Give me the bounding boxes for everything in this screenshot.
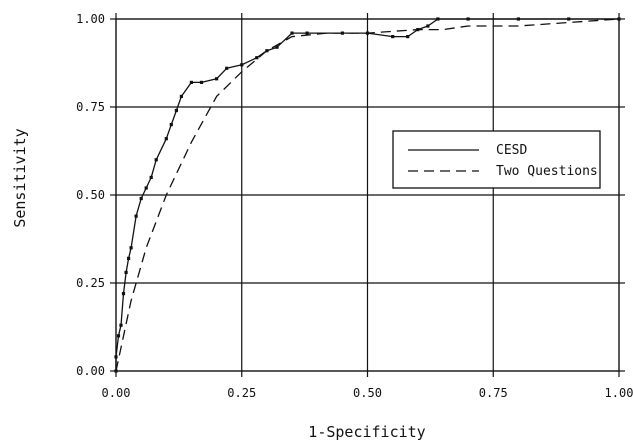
y-tick-label: 0.00: [76, 364, 105, 378]
series-cesd-point: [179, 94, 183, 98]
x-tick-label: 0.00: [102, 386, 131, 400]
series-cesd-point: [134, 214, 138, 218]
series-cesd-point: [240, 63, 244, 67]
series-cesd-point: [144, 186, 148, 190]
y-tick-label: 0.25: [76, 276, 105, 290]
series-cesd-point: [129, 246, 133, 250]
series-cesd-line: [115, 18, 619, 371]
series-cesd-point: [199, 80, 204, 84]
x-axis-label: 1-Specificity: [308, 423, 425, 441]
series-cesd-point: [265, 49, 269, 53]
series-cesd-point: [124, 270, 128, 274]
series-cesd-point: [174, 108, 178, 113]
series-cesd-point: [305, 31, 309, 35]
series-cesd-point: [406, 35, 410, 39]
legend-cesd-label: CESD: [496, 143, 527, 158]
series-cesd-point: [116, 334, 121, 338]
series-cesd-point: [149, 175, 153, 179]
series-lines: [114, 17, 621, 373]
series-cesd-point: [290, 31, 294, 35]
series-cesd-point: [189, 80, 193, 84]
legend-box: [392, 130, 601, 189]
x-tick-label: 1.00: [605, 386, 633, 400]
series-cesd-point: [164, 137, 168, 141]
series-cesd-point: [426, 24, 430, 28]
axis-ticks: 0.00 0.25 0.50 0.75 1.00 0.00 0.25 0.50 0.75 1.00: [76, 12, 633, 400]
series-cesd-point: [139, 196, 143, 201]
y-tick-label: 0.75: [76, 100, 105, 114]
series-cesd-point: [275, 45, 279, 49]
series-cesd-point: [169, 123, 173, 127]
series-cesd-point: [154, 158, 158, 162]
y-axis-label: Sensitivity: [11, 128, 29, 227]
y-tick-label: 0.50: [76, 188, 105, 202]
series-cesd-point: [225, 66, 229, 70]
series-cesd-point: [215, 77, 219, 81]
legend-two-questions-label: Two Questions: [496, 164, 598, 179]
series-cesd-point: [391, 35, 395, 39]
series-two-questions-line: [115, 18, 620, 372]
x-tick-label: 0.25: [227, 386, 256, 400]
y-tick-label: 1.00: [76, 12, 105, 26]
series-cesd-point: [119, 323, 123, 327]
series-cesd-point: [121, 292, 126, 296]
series-cesd-point: [127, 256, 131, 260]
grid-lines: [116, 19, 619, 371]
x-tick-label: 0.75: [479, 386, 508, 400]
x-tick-label: 0.50: [353, 386, 382, 400]
legend: CESD Two Questions: [392, 130, 601, 189]
series-cesd-point: [255, 56, 259, 60]
